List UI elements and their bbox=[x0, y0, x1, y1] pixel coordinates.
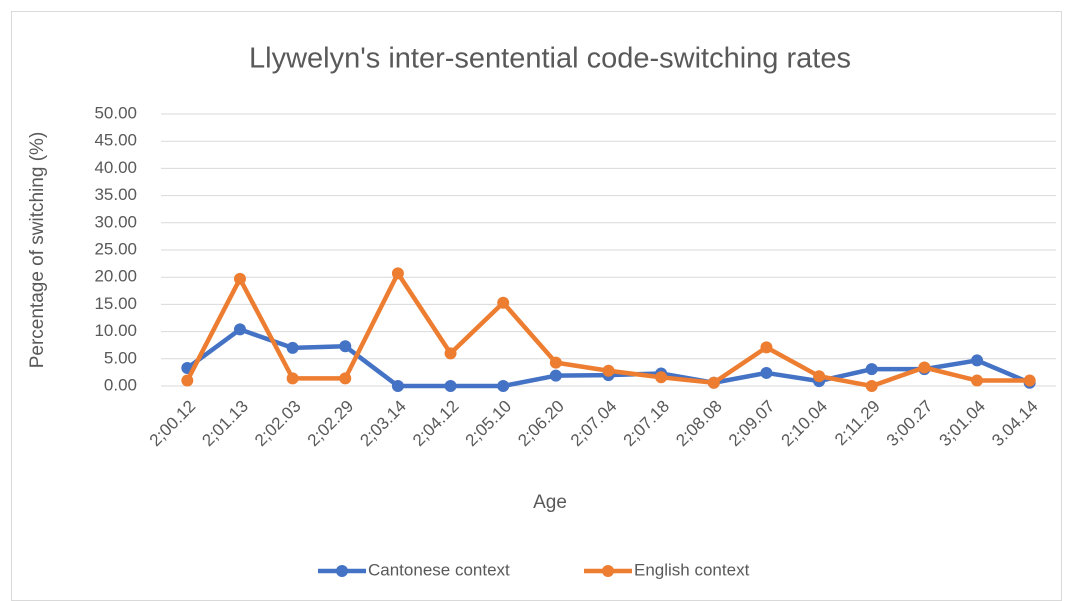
data-point bbox=[233, 272, 246, 285]
data-point bbox=[655, 371, 668, 384]
y-tick-label: 50.00 bbox=[94, 103, 137, 122]
data-point bbox=[865, 363, 878, 376]
data-point bbox=[339, 372, 352, 385]
y-tick-label: 25.00 bbox=[94, 239, 137, 258]
x-axis-label: Age bbox=[533, 492, 567, 513]
y-tick-label: 15.00 bbox=[94, 294, 137, 313]
data-point bbox=[549, 356, 562, 369]
y-tick-label: 30.00 bbox=[94, 212, 137, 231]
data-point bbox=[760, 341, 773, 354]
legend-marker bbox=[336, 565, 348, 577]
chart-border bbox=[11, 11, 1062, 601]
data-point bbox=[865, 380, 878, 392]
data-point bbox=[286, 372, 299, 385]
data-point bbox=[549, 369, 562, 382]
y-tick-label: 45.00 bbox=[94, 131, 137, 150]
data-point bbox=[391, 380, 404, 392]
y-tick-label: 0.00 bbox=[104, 375, 137, 394]
data-point bbox=[1023, 374, 1036, 387]
y-tick-label: 35.00 bbox=[94, 185, 137, 204]
data-point bbox=[497, 380, 510, 392]
data-point bbox=[391, 267, 404, 280]
data-point bbox=[339, 340, 352, 353]
y-tick-label: 10.00 bbox=[94, 321, 137, 340]
data-point bbox=[444, 380, 457, 392]
data-point bbox=[971, 374, 984, 387]
y-axis-label: Percentage of switching (%) bbox=[27, 132, 48, 369]
data-point bbox=[760, 366, 773, 379]
data-point bbox=[233, 323, 246, 336]
data-point bbox=[813, 370, 826, 383]
data-point bbox=[444, 347, 457, 360]
legend-label: Cantonese context bbox=[368, 560, 510, 579]
y-tick-label: 20.00 bbox=[94, 267, 137, 286]
data-point bbox=[602, 364, 615, 377]
data-point bbox=[971, 354, 984, 367]
data-point bbox=[918, 361, 931, 374]
data-point bbox=[707, 376, 720, 389]
legend-label: English context bbox=[634, 560, 750, 579]
chart-title: Llywelyn's inter-sentential code-switchi… bbox=[249, 43, 851, 75]
data-point bbox=[286, 341, 299, 354]
data-point bbox=[497, 296, 510, 309]
data-point bbox=[181, 374, 194, 387]
y-tick-label: 5.00 bbox=[104, 348, 137, 367]
y-tick-label: 40.00 bbox=[94, 158, 137, 177]
legend-marker bbox=[602, 565, 614, 577]
